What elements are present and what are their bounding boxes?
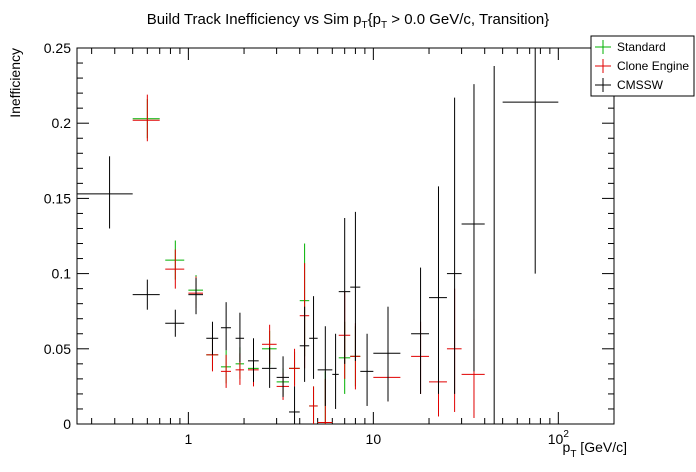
x-tick-label: 10 (366, 431, 382, 447)
legend: Standard Clone Engine CMSSW (590, 35, 695, 97)
data-point (502, 48, 559, 274)
chart-title: Build Track Inefficiency vs Sim pT{pT > … (147, 11, 550, 31)
data-point (165, 249, 185, 289)
y-tick-label: 0.1 (52, 266, 72, 282)
data-point (461, 318, 485, 418)
data-point (235, 312, 245, 363)
data-point (338, 217, 351, 364)
data-point (446, 97, 462, 394)
data-point (165, 240, 185, 280)
legend-label: Standard (617, 40, 666, 54)
data-point (373, 306, 401, 402)
y-tick-label: 0.2 (52, 115, 72, 131)
data-point (411, 267, 430, 394)
data-point (247, 338, 259, 382)
legend-label: Clone Engine (617, 59, 689, 73)
data-point (132, 99, 160, 139)
y-axis-label: Inefficiency (7, 48, 23, 118)
data-point (332, 333, 339, 409)
data-point (484, 66, 503, 425)
y-tick-label: 0.25 (44, 40, 71, 56)
data-point (77, 156, 133, 229)
data-point (188, 278, 204, 315)
y-tick-label: 0.05 (44, 341, 71, 357)
data-point (309, 386, 318, 424)
x-tick-label: 102 (548, 429, 570, 447)
data-point (317, 326, 333, 406)
y-tick-label: 0 (63, 416, 71, 432)
data-point (261, 347, 277, 388)
data-point (350, 211, 361, 361)
data-point (220, 302, 231, 351)
data-point (289, 386, 300, 424)
series-clone-engine (132, 94, 485, 424)
data-point (276, 356, 290, 397)
legend-label: CMSSW (617, 78, 664, 92)
data-point (206, 321, 219, 355)
data-point (373, 351, 401, 402)
plot-frame (76, 47, 615, 425)
y-tick-label: 0.15 (44, 190, 71, 206)
data-point (289, 348, 300, 387)
x-axis-label: pT [GeV/c] (563, 439, 627, 460)
x-tick-label: 1 (184, 431, 192, 447)
data-point (360, 333, 374, 406)
data-point (309, 296, 318, 379)
data-point (132, 94, 160, 142)
data-point (429, 186, 447, 394)
data-point (299, 306, 310, 382)
data-point (165, 309, 185, 337)
series-standard (132, 99, 361, 424)
data-point (132, 279, 160, 310)
data-point (461, 84, 485, 372)
series-cmssw (77, 48, 559, 425)
data-point (220, 354, 231, 388)
